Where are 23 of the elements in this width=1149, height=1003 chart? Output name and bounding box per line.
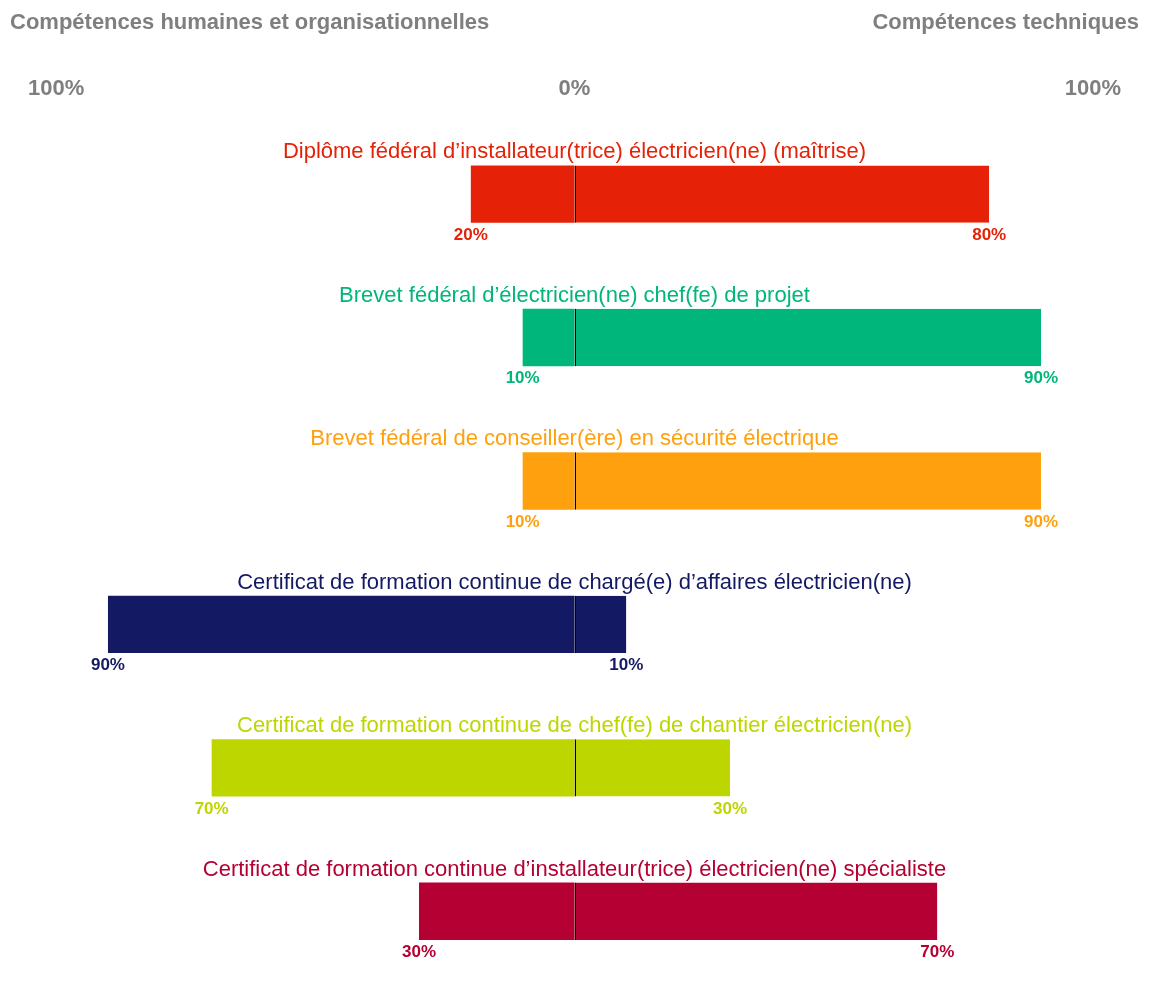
data-label: 90% [1024,368,1059,388]
data-label: 80% [972,224,1007,244]
data-label: 70% [194,798,229,818]
text: Compétences humaines et organisationnelles [10,9,490,35]
x-tick-label: 100% [27,75,85,101]
y-tick-label: Certificat de formation continue d’installateur(trice) électricien(ne) spécialiste [202,855,947,881]
data-label: 10% [505,511,540,531]
data-label: 20% [453,224,488,244]
data-label: 90% [90,655,125,675]
x-tick-label: 100% [1064,75,1122,101]
y-tick-label: Brevet fédéral d’électricien(ne) chef(fe) de projet [339,281,810,307]
data-label: 30% [712,798,748,818]
y-tick-label: Certificat de formation continue de chef(fe) de chantier électricien(ne) [236,712,913,738]
x-tick-label: 0% [558,75,591,101]
y-tick-label: Diplôme fédéral d’installateur(trice) électricien(ne) (maîtrise) [282,138,867,164]
y-tick-label: Brevet fédéral de conseiller(ère) en sécurité électrique [310,425,839,451]
text: Compétences techniques [872,9,1139,35]
data-label: 70% [920,942,955,962]
data-label: 10% [505,368,540,388]
y-tick-label: Certificat de formation continue de chargé(e) d’affaires électricien(ne) [237,568,912,594]
data-label: 10% [609,655,644,675]
data-label: 30% [401,942,437,962]
data-label: 90% [1024,511,1059,531]
